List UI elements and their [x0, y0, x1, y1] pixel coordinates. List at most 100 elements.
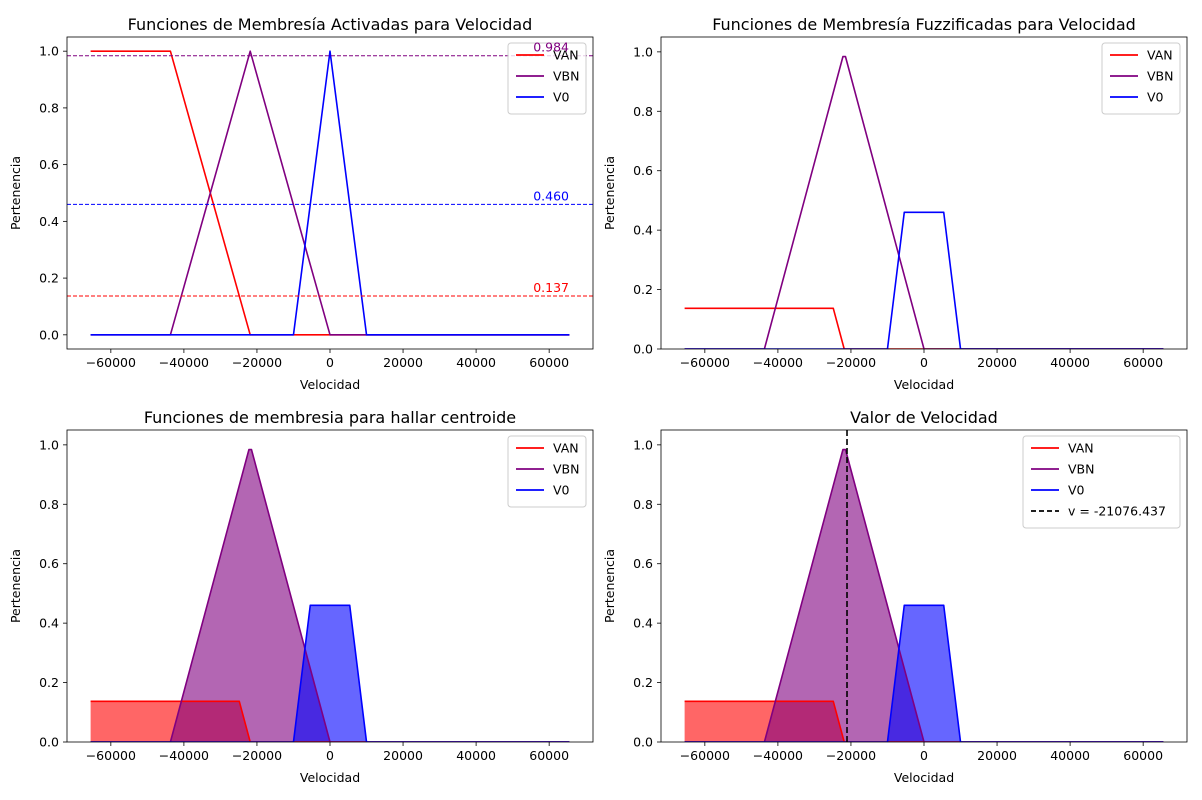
- series-line-V0: [684, 211, 1164, 349]
- x-tick-label: 0: [326, 748, 334, 763]
- x-tick-label: −40000: [753, 748, 803, 763]
- y-tick-label: 0.2: [39, 271, 59, 286]
- plot-area: [684, 448, 1164, 742]
- series-fill-V0: [90, 605, 570, 742]
- legend-label-2: VBN: [1068, 462, 1094, 477]
- legend: VAN VBN V0: [1101, 42, 1181, 115]
- series-line-VBN: [90, 50, 570, 336]
- y-tick-label: 0.8: [633, 497, 653, 512]
- legend-label-2: VBN: [1147, 69, 1173, 84]
- x-tick-label: 60000: [529, 355, 569, 370]
- axes-frame: [660, 429, 1188, 743]
- y-tick-label: 0.8: [633, 104, 653, 119]
- y-axis-label: Pertenencia: [602, 156, 617, 230]
- y-axis-label: Pertenencia: [8, 549, 23, 623]
- y-tick-label: 0.6: [39, 157, 59, 172]
- series-line-VAN: [90, 50, 570, 336]
- threshold-label: 0.137: [533, 280, 569, 295]
- x-tick-label: −40000: [159, 355, 209, 370]
- legend-label-1: VAN: [553, 441, 579, 456]
- series-line-VBN: [90, 448, 570, 742]
- y-tick-label: 0.0: [633, 735, 653, 750]
- y-tick-label: 0.4: [39, 214, 59, 229]
- x-tick-label: −60000: [680, 748, 730, 763]
- y-tick-label: 0.6: [633, 556, 653, 571]
- legend-label-3: V0: [553, 483, 570, 498]
- x-tick-label: 60000: [1123, 748, 1163, 763]
- x-tick-label: 20000: [977, 748, 1017, 763]
- y-tick-label: 0.8: [39, 100, 59, 115]
- legend-label-2: VBN: [553, 462, 579, 477]
- series-line-V0: [90, 604, 570, 742]
- subplot-2: Funciones de Membresía Fuzzificadas para…: [602, 15, 1188, 392]
- series-fill-V0: [684, 605, 1164, 742]
- legend-label-3: V0: [1147, 90, 1164, 105]
- x-tick-label: −20000: [232, 355, 282, 370]
- legend-label-3: V0: [553, 90, 570, 105]
- legend-box: [1022, 435, 1181, 529]
- y-axis-label: Pertenencia: [602, 549, 617, 623]
- y-tick-label: 0.8: [39, 497, 59, 512]
- y-tick-label: 1.0: [633, 437, 653, 452]
- series-line-VAN: [684, 700, 1164, 742]
- x-tick-label: 0: [326, 355, 334, 370]
- axes-frame: [66, 429, 594, 743]
- y-axis-label: Pertenencia: [8, 156, 23, 230]
- subplot-4: Valor de Velocidad −60000 −40000 −20000 0 200…: [602, 408, 1188, 785]
- series-line-VBN: [684, 55, 1164, 349]
- x-tick-label: −20000: [826, 748, 876, 763]
- chart-title: Funciones de Membresía Fuzzificadas para…: [712, 15, 1136, 34]
- legend-label-2: VBN: [553, 69, 579, 84]
- y-tick-label: 0.2: [633, 282, 653, 297]
- chart-title: Valor de Velocidad: [850, 408, 998, 427]
- x-tick-label: −60000: [86, 355, 136, 370]
- x-tick-label: −60000: [86, 748, 136, 763]
- legend: VAN VBN V0: [507, 42, 587, 115]
- x-tick-label: 40000: [456, 355, 496, 370]
- series-line-VAN: [684, 307, 1164, 349]
- axes-frame: [66, 36, 594, 350]
- plot-area: [90, 50, 570, 336]
- legend-label-1: VAN: [1068, 441, 1094, 456]
- x-tick-label: 20000: [383, 355, 423, 370]
- series-line-V0: [90, 50, 570, 336]
- y-tick-label: 1.0: [39, 437, 59, 452]
- axes-frame: [660, 36, 1188, 350]
- legend-label-4: v = -21076.437: [1068, 504, 1166, 519]
- x-tick-label: −20000: [826, 355, 876, 370]
- y-tick-label: 0.2: [39, 675, 59, 690]
- y-tick-label: 1.0: [633, 44, 653, 59]
- y-tick-label: 0.0: [633, 342, 653, 357]
- series-line-V0: [684, 604, 1164, 742]
- y-tick-label: 0.2: [633, 675, 653, 690]
- subplot-3: Funciones de membresia para hallar centr…: [8, 408, 594, 785]
- series-line-VBN: [684, 448, 1164, 742]
- plot-area: [684, 55, 1164, 349]
- x-tick-label: −40000: [753, 355, 803, 370]
- x-tick-label: 60000: [529, 748, 569, 763]
- legend: VAN VBN V0 v = -21076.437: [1022, 435, 1181, 529]
- y-tick-label: 0.4: [39, 616, 59, 631]
- y-tick-label: 1.0: [39, 44, 59, 59]
- x-axis-label: Velocidad: [894, 377, 954, 392]
- x-tick-label: 20000: [977, 355, 1017, 370]
- threshold-label: 0.984: [533, 40, 569, 55]
- x-tick-label: 40000: [1050, 355, 1090, 370]
- x-tick-label: 40000: [1050, 748, 1090, 763]
- y-tick-label: 0.6: [633, 163, 653, 178]
- x-tick-label: 20000: [383, 748, 423, 763]
- chart-title: Funciones de Membresía Activadas para Ve…: [128, 15, 533, 34]
- series-fill-VBN: [90, 449, 570, 742]
- x-tick-label: 0: [920, 355, 928, 370]
- threshold-label: 0.460: [533, 188, 569, 203]
- y-tick-label: 0.0: [39, 735, 59, 750]
- x-tick-label: −20000: [232, 748, 282, 763]
- x-tick-label: −60000: [680, 355, 730, 370]
- y-tick-label: 0.0: [39, 327, 59, 342]
- x-tick-label: −40000: [159, 748, 209, 763]
- x-axis-label: Velocidad: [300, 770, 360, 785]
- subplot-1: Funciones de Membresía Activadas para Ve…: [8, 15, 594, 392]
- legend-label-1: VAN: [1147, 48, 1173, 63]
- legend-label-3: V0: [1068, 483, 1085, 498]
- legend-label-1: VAN: [553, 48, 579, 63]
